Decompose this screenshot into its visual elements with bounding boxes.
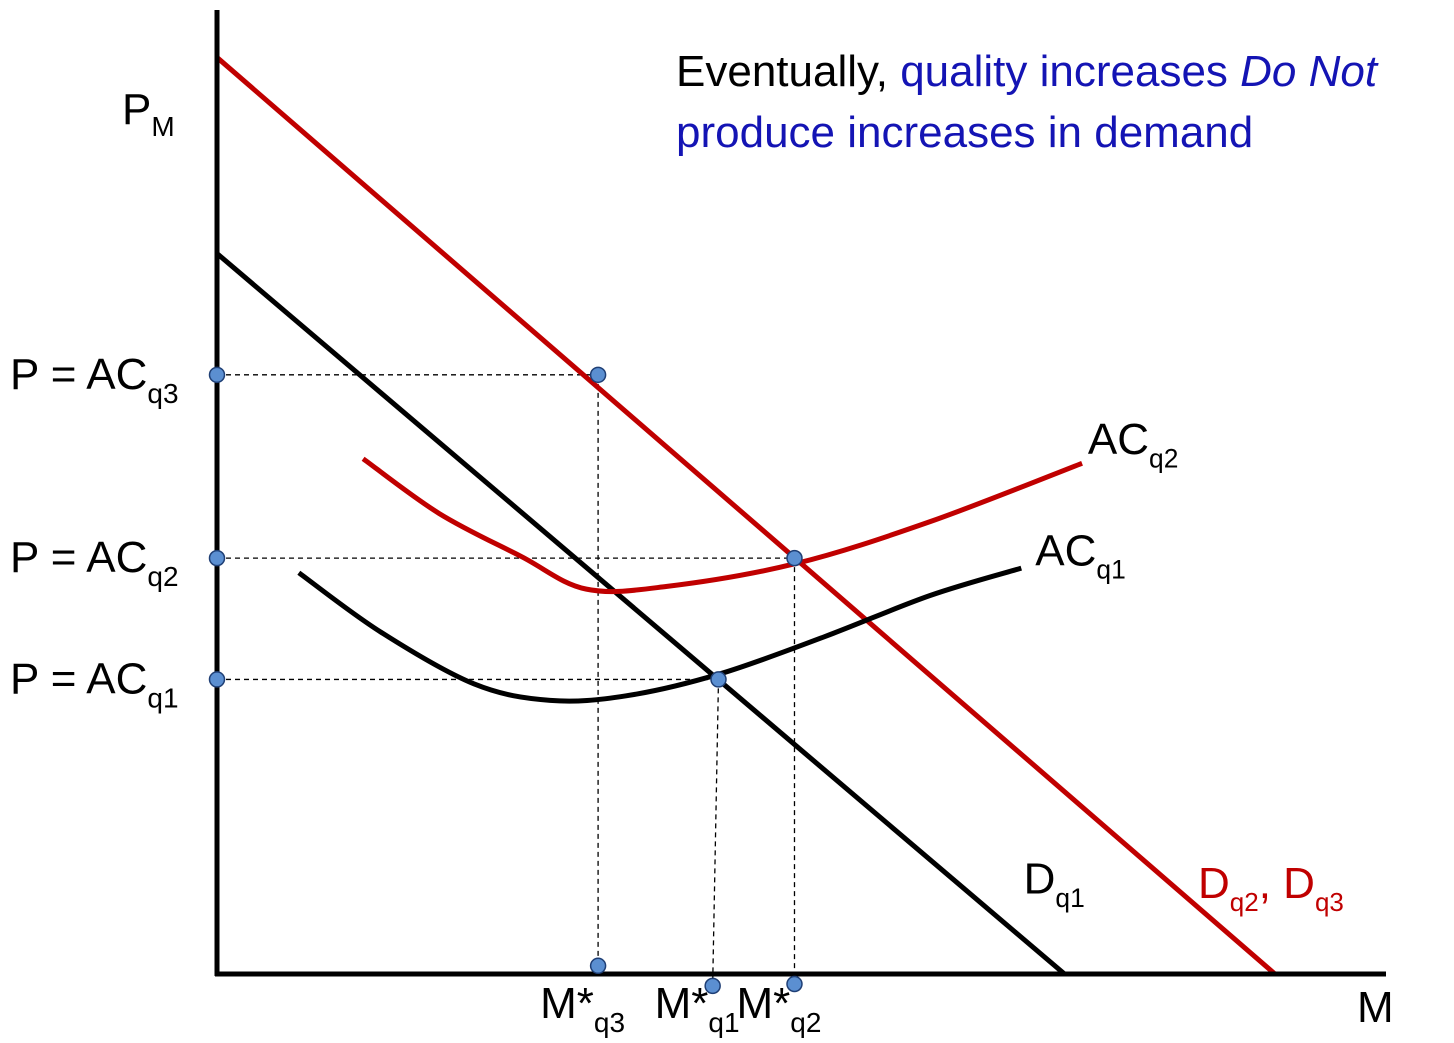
point-axis-mq3 (589, 957, 607, 975)
x-tick-label-sub: q1 (708, 1007, 739, 1038)
label-dq2-dq3-part4: q3 (1315, 887, 1344, 917)
x-tick-label-main: M* (540, 979, 594, 1028)
y-tick-label-sub: q3 (147, 378, 178, 409)
point-axis-pq2 (208, 549, 226, 567)
y-tick-label-acq2: P = ACq2 (10, 533, 179, 592)
label-dq1-main: D (1024, 855, 1056, 904)
label-acq1: ACq1 (1035, 526, 1125, 584)
x-tick-label-main: M* (736, 979, 790, 1028)
label-dq1: Dq1 (1024, 855, 1085, 913)
y-axis-label-sub: M (151, 111, 174, 142)
x-axis-label: M (1357, 983, 1394, 1032)
y-tick-label-main: P = AC (10, 533, 147, 582)
label-dq2-dq3-part3: D (1283, 859, 1315, 908)
series-dq1 (215, 251, 1067, 976)
y-tick-label-main: P = AC (10, 350, 147, 399)
y-axis-label-main: P (122, 85, 151, 134)
y-tick-label-sub: q1 (147, 682, 178, 713)
title-part1: Eventually, (676, 47, 900, 96)
y-axis-label: PM (122, 85, 175, 142)
label-dq1-sub: q1 (1055, 883, 1084, 913)
point-axis-mq1 (704, 977, 721, 995)
x-tick-label-sub: q2 (790, 1007, 821, 1038)
x-tick-label-mq1: M*q1 (655, 979, 740, 1038)
point-axis-pq3 (208, 366, 226, 384)
points (208, 366, 803, 995)
label-acq1-sub: q1 (1096, 555, 1125, 585)
chart-title-line1: Eventually, quality increases Do Not (676, 47, 1379, 96)
chart-title-line2: produce increases in demand (676, 108, 1253, 157)
label-dq2-dq3: Dq2, Dq3 (1198, 859, 1344, 917)
label-acq2-main: AC (1088, 415, 1149, 464)
label-dq2-dq3-part2: , (1259, 859, 1283, 908)
point-eq-q3 (589, 366, 607, 384)
y-tick-label-acq1: P = ACq1 (10, 654, 179, 713)
point-eq-q1 (710, 671, 727, 688)
axes (214, 10, 1386, 977)
label-acq2-sub: q2 (1149, 443, 1178, 473)
label-acq2: ACq2 (1088, 415, 1178, 473)
y-tick-label-acq3: P = ACq3 (10, 350, 179, 409)
x-tick-label-main: M* (655, 979, 709, 1028)
y-tick-label-main: P = AC (10, 654, 147, 703)
guide-lines (217, 374, 796, 986)
x-tick-label-sub: q3 (594, 1007, 625, 1038)
x-tick-label-mq2: M*q2 (736, 979, 821, 1038)
y-tick-label-sub: q2 (147, 561, 178, 592)
guide-line-5 (712, 679, 720, 986)
label-acq1-main: AC (1035, 526, 1096, 575)
label-dq2-dq3-part0: D (1198, 859, 1230, 908)
series-dq2-dq3 (215, 55, 1277, 976)
point-axis-mq2 (786, 975, 803, 993)
series-acq1 (297, 565, 1022, 704)
title-part3: Do Not (1240, 47, 1379, 96)
curves (215, 55, 1277, 976)
point-axis-pq1 (208, 671, 226, 688)
series-acq2 (361, 456, 1083, 595)
x-tick-label-mq3: M*q3 (540, 979, 625, 1038)
point-eq-q2 (786, 549, 803, 567)
title-part2: quality increases (900, 47, 1240, 96)
label-dq2-dq3-part1: q2 (1230, 887, 1259, 917)
